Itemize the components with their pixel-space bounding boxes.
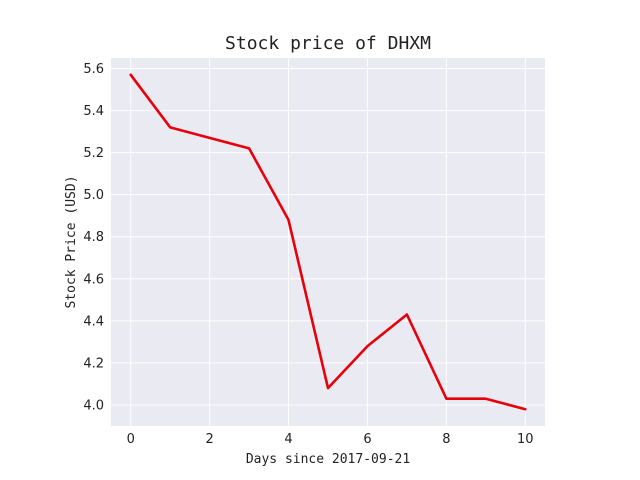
x-axis-ticks: 0 2 4 6 8 10 bbox=[127, 432, 534, 447]
y-tick-label: 4.2 bbox=[83, 356, 104, 371]
y-tick-label: 5.2 bbox=[83, 146, 104, 161]
y-axis-label: Stock Price (USD) bbox=[64, 175, 79, 308]
y-tick-label: 4.0 bbox=[83, 398, 104, 413]
x-tick-label: 4 bbox=[284, 432, 292, 447]
y-tick-label: 4.4 bbox=[83, 314, 104, 329]
y-tick-label: 5.4 bbox=[83, 104, 104, 119]
x-tick-label: 6 bbox=[363, 432, 371, 447]
plot-area bbox=[111, 58, 545, 426]
y-tick-label: 4.6 bbox=[83, 272, 104, 287]
x-tick-label: 0 bbox=[127, 432, 135, 447]
x-tick-label: 10 bbox=[517, 432, 534, 447]
chart-title: Stock price of DHXM bbox=[225, 33, 431, 54]
x-tick-label: 8 bbox=[442, 432, 450, 447]
x-axis-label: Days since 2017-09-21 bbox=[246, 452, 410, 467]
y-axis-ticks: 4.0 4.2 4.4 4.6 4.8 5.0 5.2 5.4 5.6 bbox=[83, 62, 104, 413]
y-tick-label: 5.0 bbox=[83, 188, 104, 203]
x-tick-label: 2 bbox=[205, 432, 213, 447]
y-tick-label: 4.8 bbox=[83, 230, 104, 245]
y-tick-label: 5.6 bbox=[83, 62, 104, 77]
